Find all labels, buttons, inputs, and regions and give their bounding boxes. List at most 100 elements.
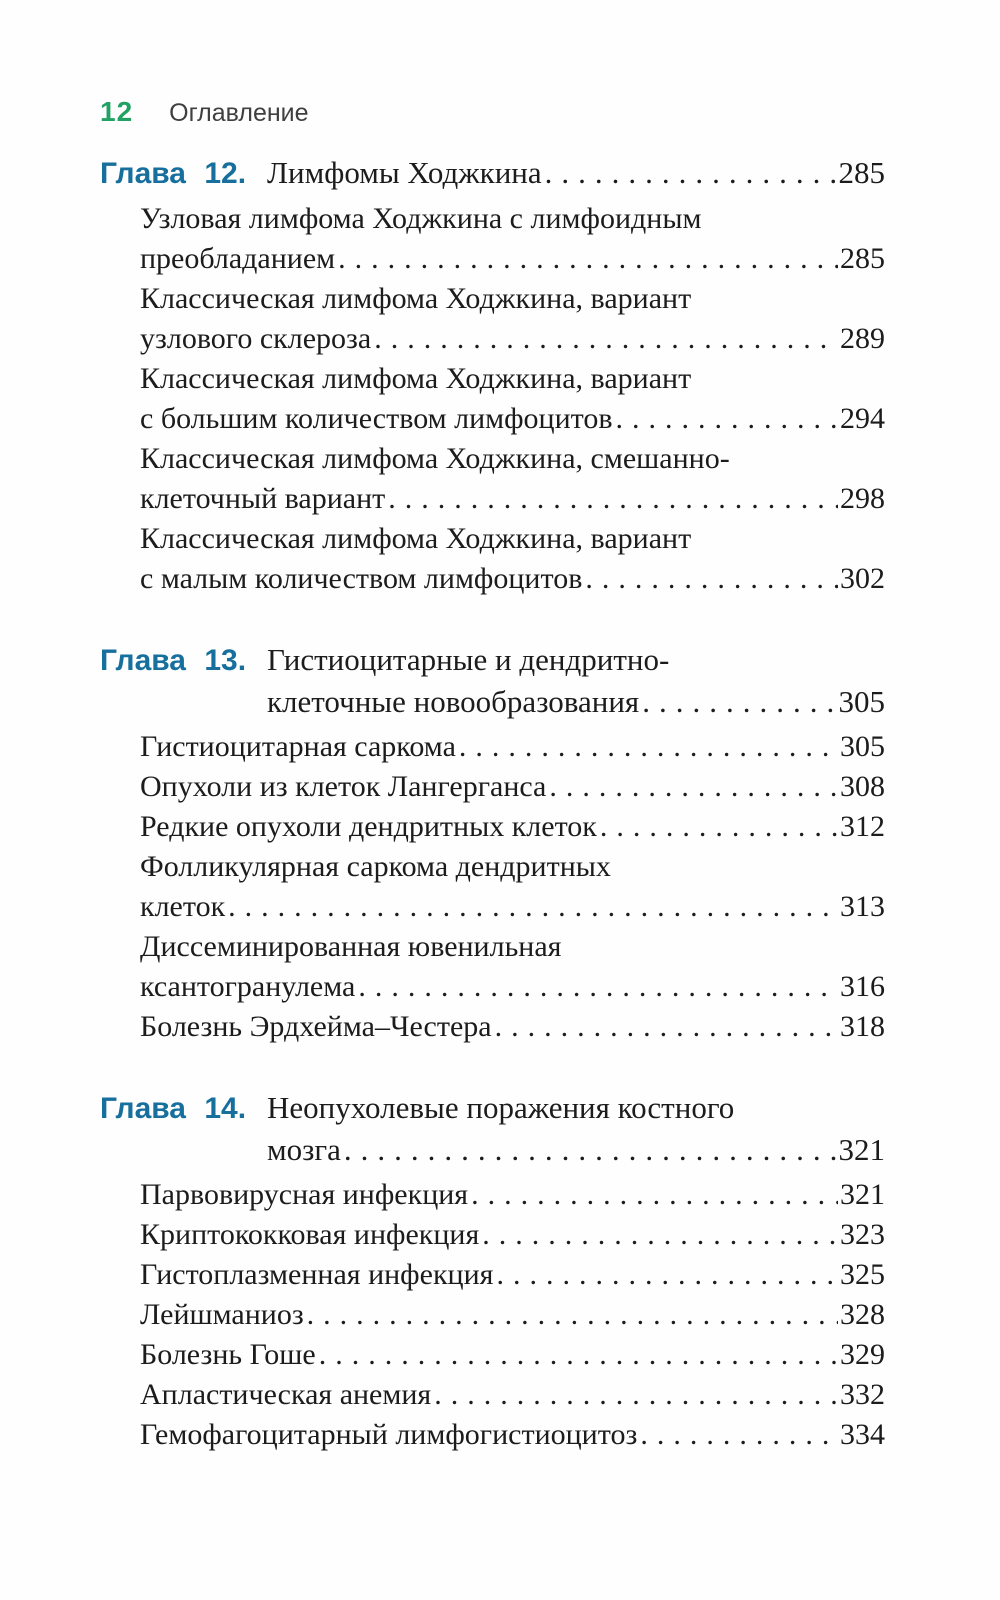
dot-leader [492, 1007, 838, 1047]
entry-text: узлового склероза [140, 322, 372, 355]
toc-entry: Парвовирусная инфекция 321 [140, 1175, 885, 1215]
chapter-heading: Глава 12. Лимфомы Ходжкина 285 [100, 152, 885, 195]
toc-line: Диссеминированная ювенильная [140, 927, 885, 967]
chapter-entries: Узловая лимфома Ходжкина с лимфоидным пре… [140, 199, 885, 599]
entry-page-number: 302 [840, 562, 885, 595]
entry-text: клеточные новообразования [267, 684, 640, 719]
toc-entry: Классическая лимфома Ходжкина, смешанно-… [140, 439, 885, 519]
entry-text: ксантогранулема [140, 970, 356, 1003]
toc-entry: Болезнь Эрдхейма–Честера 318 [140, 1007, 885, 1047]
toc-entry: Опухоли из клеток Лангерганса 308 [140, 767, 885, 807]
entry-text: Апластическая анемия [140, 1378, 432, 1411]
toc-line: клеточные новообразования 305 [267, 681, 885, 723]
toc-line: Фолликулярная саркома дендритных [140, 847, 885, 887]
toc-line: Классическая лимфома Ходжкина, вариант [140, 519, 885, 559]
toc-entry: Классическая лимфома Ходжкина, вариант с … [140, 359, 885, 439]
dot-leader [613, 399, 838, 439]
entry-page-number: 308 [840, 770, 885, 803]
entry-text: с большим количеством лимфоцитов [140, 402, 613, 435]
entry-page-number: 321 [838, 1132, 886, 1167]
toc-line: Редкие опухоли дендритных клеток 312 [140, 807, 885, 847]
dot-leader [456, 727, 838, 767]
toc: Глава 12. Лимфомы Ходжкина 285 Узловая ли… [100, 152, 885, 1455]
chapter-label: Глава 12. [100, 157, 247, 190]
entry-page-number: 289 [840, 322, 885, 355]
toc-line: Лейшманиоз 328 [140, 1295, 885, 1335]
entry-page-number: 332 [840, 1378, 885, 1411]
toc-line: Гемофагоцитарный лимфогистиоцитоз 334 [140, 1415, 885, 1455]
entry-text: Классическая лимфома Ходжкина, вариант [140, 362, 692, 395]
toc-line: Болезнь Эрдхейма–Честера 318 [140, 1007, 885, 1047]
entry-text: Криптококковая инфекция [140, 1218, 480, 1251]
dot-leader [542, 152, 837, 194]
toc-entry: Редкие опухоли дендритных клеток 312 [140, 807, 885, 847]
entry-text: Диссеминированная ювенильная [140, 930, 562, 963]
toc-line: Лимфомы Ходжкина 285 [267, 152, 885, 194]
dot-leader [431, 1375, 838, 1415]
entry-page-number: 298 [840, 482, 885, 515]
dot-leader [468, 1175, 838, 1215]
entry-text: преобладанием [140, 242, 336, 275]
entry-text: Опухоли из клеток Лангерганса [140, 770, 547, 803]
dot-leader [335, 239, 838, 279]
entry-text: Болезнь Гоше [140, 1338, 316, 1371]
chapter-heading: Глава 13. Гистиоцитарные и дендритно-кле… [100, 639, 885, 723]
chapter-entries: Парвовирусная инфекция 321 Криптококковая … [140, 1175, 885, 1455]
toc-entry: Фолликулярная саркома дендритных клеток 31… [140, 847, 885, 927]
dot-leader [385, 479, 838, 519]
chapter-label: Глава 14. [100, 1092, 247, 1125]
dot-leader [582, 559, 838, 599]
entry-text: Классическая лимфома Ходжкина, вариант [140, 522, 692, 555]
entry-page-number: 313 [840, 890, 885, 923]
dot-leader [479, 1215, 838, 1255]
toc-line: с малым количеством лимфоцитов 302 [140, 559, 885, 599]
chapter-entries: Гистиоцитарная саркома 305 Опухоли из клет… [140, 727, 885, 1047]
toc-line: ксантогранулема 316 [140, 967, 885, 1007]
entry-page-number: 312 [840, 810, 885, 843]
toc-chapter: Глава 12. Лимфомы Ходжкина 285 Узловая ли… [100, 152, 885, 599]
entry-text: Парвовирусная инфекция [140, 1178, 469, 1211]
entry-text: Лимфомы Ходжкина [267, 155, 542, 190]
chapter-title: Неопухолевые поражения костного мозга 321 [267, 1087, 885, 1171]
toc-line: клеточный вариант 298 [140, 479, 885, 519]
dot-leader [637, 1415, 838, 1455]
chapter-label: Глава 13. [100, 644, 247, 677]
toc-line: клеток 313 [140, 887, 885, 927]
entry-text: Фолликулярная саркома дендритных [140, 850, 611, 883]
toc-entry: Болезнь Гоше 329 [140, 1335, 885, 1375]
entry-text: Гистиоцитарные и дендритно- [267, 642, 670, 677]
toc-chapter: Глава 14. Неопухолевые поражения костног… [100, 1087, 885, 1455]
entry-page-number: 328 [840, 1298, 885, 1331]
toc-entry: Лейшманиоз 328 [140, 1295, 885, 1335]
toc-line: с большим количеством лимфоцитов 294 [140, 399, 885, 439]
dot-leader [371, 319, 838, 359]
entry-page-number: 334 [840, 1418, 885, 1451]
toc-line: Классическая лимфома Ходжкина, смешанно- [140, 439, 885, 479]
page-number: 12 [100, 96, 134, 127]
toc-entry: Гистоплазменная инфекция 325 [140, 1255, 885, 1295]
toc-entry: Криптококковая инфекция 323 [140, 1215, 885, 1255]
toc-entry: Гемофагоцитарный лимфогистиоцитоз 334 [140, 1415, 885, 1455]
entry-text: Неопухолевые поражения костного [267, 1090, 735, 1125]
toc-line: узлового склероза 289 [140, 319, 885, 359]
toc-entry: Узловая лимфома Ходжкина с лимфоидным пре… [140, 199, 885, 279]
entry-page-number: 329 [840, 1338, 885, 1371]
toc-entry: Диссеминированная ювенильная ксантогранул… [140, 927, 885, 1007]
toc-entry: Классическая лимфома Ходжкина, вариант уз… [140, 279, 885, 359]
entry-text: Болезнь Эрдхейма–Честера [140, 1010, 492, 1043]
toc-line: Классическая лимфома Ходжкина, вариант [140, 279, 885, 319]
toc-line: Гистиоцитарные и дендритно- [267, 639, 885, 681]
entry-page-number: 285 [840, 242, 885, 275]
entry-text: мозга [267, 1132, 341, 1167]
entry-page-number: 285 [838, 155, 886, 190]
entry-text: Гистиоцитарная саркома [140, 730, 456, 763]
toc-entry: Классическая лимфома Ходжкина, вариант с … [140, 519, 885, 599]
entry-text: Гистоплазменная инфекция [140, 1258, 494, 1291]
dot-leader [493, 1255, 838, 1295]
dot-leader [355, 967, 838, 1007]
entry-page-number: 323 [840, 1218, 885, 1251]
dot-leader [316, 1335, 838, 1375]
entry-text: с малым количеством лимфоцитов [140, 562, 583, 595]
toc-chapter: Глава 13. Гистиоцитарные и дендритно-кле… [100, 639, 885, 1047]
toc-line: Парвовирусная инфекция 321 [140, 1175, 885, 1215]
